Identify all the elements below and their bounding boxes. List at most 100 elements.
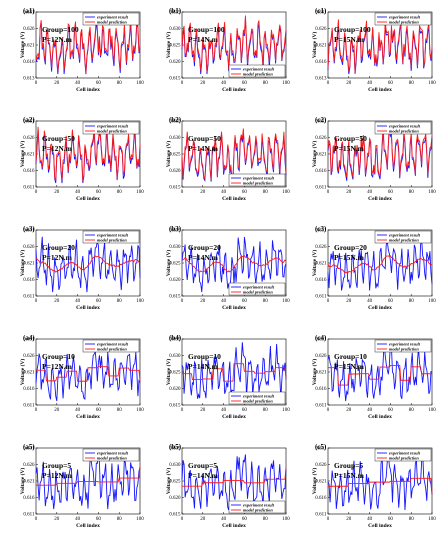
y-tick-label: 0.611 [315,295,327,300]
panel-b4: 0 20 40 60 80 100 0.615 0.620 0.625 0.630 0.635 Cel… [165,334,290,420]
x-tick-label: 80 [117,517,123,522]
torque-annotation: P=14N.m [188,362,219,371]
x-tick-label: 60 [388,517,394,522]
torque-annotation: P=15N.m [334,144,365,153]
y-tick-label: 0.631 [315,11,327,16]
torque-annotation: P=12N.m [42,253,73,262]
y-tick-label: 0.615 [169,513,181,518]
x-axis-label: Cell index [368,87,392,93]
y-tick-label: 0.635 [169,11,181,16]
x-tick-label: 60 [96,81,102,86]
y-tick-label: 0.615 [169,404,181,409]
panel-label: (c3) [315,225,327,233]
x-tick-label: 80 [117,190,123,195]
y-tick-label: 0.626 [315,136,327,141]
x-tick-label: 60 [96,190,102,195]
y-tick-label: 0.615 [169,186,181,191]
group-annotation: Group=10 [334,352,367,361]
x-tick-label: 40 [221,190,227,195]
x-tick-label: 80 [409,299,415,304]
y-tick-label: 0.631 [23,229,35,234]
y-axis-label: Voltage (V) [165,359,172,386]
x-tick-label: 60 [96,408,102,413]
panel-a1: 0 20 40 60 80 100 0.613 0.616 0.621 0.626 0.631 Cel… [19,7,144,93]
x-tick-label: 80 [263,81,269,86]
y-tick-label: 0.630 [169,245,181,250]
series-experiment-result [181,342,287,399]
x-tick-label: 40 [75,190,81,195]
y-tick-label: 0.625 [169,262,181,267]
y-tick-label: 0.626 [315,27,327,32]
x-tick-label: 20 [346,299,352,304]
panel-label: (b5) [169,443,182,451]
group-annotation: Group=50 [188,134,221,143]
x-tick-label: 40 [367,81,373,86]
legend-entry: experiment result [97,124,129,129]
y-tick-label: 0.635 [169,338,181,343]
y-tick-label: 0.626 [23,245,35,250]
series-experiment-result [327,238,433,291]
group-annotation: Group=5 [334,461,363,470]
panel-c2: 0 20 40 60 80 100 0.611 0.616 0.621 0.626 0.631 Cel… [311,116,436,202]
x-tick-label: 40 [367,299,373,304]
torque-annotation: P=12N.m [42,144,73,153]
y-tick-label: 0.616 [315,60,327,65]
x-tick-label: 40 [367,517,373,522]
x-tick-label: 100 [136,81,144,86]
y-axis-label: Voltage (V) [19,141,26,168]
y-tick-label: 0.631 [315,229,327,234]
y-tick-label: 0.626 [23,354,35,359]
x-tick-label: 60 [96,517,102,522]
x-tick-label: 0 [35,190,38,195]
panel-label: (a5) [23,443,35,451]
panel-label: (a3) [23,225,35,233]
legend-entry: model prediction [97,456,127,461]
legend-entry: model prediction [243,181,273,186]
x-axis-label: Cell index [222,305,246,311]
x-tick-label: 0 [35,408,38,413]
y-tick-label: 0.611 [23,295,35,300]
x-tick-label: 20 [346,81,352,86]
x-axis-label: Cell index [222,414,246,420]
group-annotation: Group=20 [188,243,221,252]
group-annotation: Group=100 [334,25,371,34]
torque-annotation: P=15N.m [334,35,365,44]
x-tick-label: 20 [346,408,352,413]
y-tick-label: 0.621 [23,44,35,49]
x-tick-label: 20 [54,517,60,522]
x-tick-label: 80 [117,81,123,86]
y-tick-label: 0.625 [169,153,181,158]
x-tick-label: 80 [263,517,269,522]
y-tick-label: 0.613 [315,77,327,82]
panel-label: (b1) [169,7,182,15]
x-axis-label: Cell index [76,414,100,420]
x-tick-label: 40 [221,517,227,522]
x-tick-label: 100 [428,299,436,304]
y-tick-label: 0.631 [315,338,327,343]
x-tick-label: 60 [388,81,394,86]
legend-entry: model prediction [97,347,127,352]
x-tick-label: 100 [282,408,290,413]
y-axis-label: Voltage (V) [19,359,26,386]
x-tick-label: 60 [96,299,102,304]
y-axis-label: Voltage (V) [165,32,172,59]
y-axis-label: Voltage (V) [165,141,172,168]
y-tick-label: 0.621 [315,262,327,267]
x-tick-label: 80 [409,81,415,86]
x-tick-label: 0 [181,190,184,195]
legend-entry: experiment result [389,451,421,456]
x-tick-label: 0 [35,299,38,304]
x-axis-label: Cell index [368,196,392,202]
x-axis-label: Cell index [368,305,392,311]
x-tick-label: 0 [35,81,38,86]
group-annotation: Group=100 [188,25,225,34]
series-model-prediction [35,123,141,182]
x-tick-label: 60 [388,299,394,304]
legend-entry: model prediction [389,347,419,352]
x-tick-label: 100 [428,408,436,413]
y-tick-label: 0.621 [23,371,35,376]
y-tick-label: 0.620 [169,496,181,501]
